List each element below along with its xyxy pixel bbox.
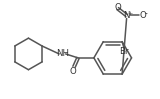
Text: N: N: [123, 11, 130, 20]
Text: +: +: [127, 11, 133, 16]
Text: Br: Br: [119, 47, 129, 56]
Text: NH: NH: [56, 49, 69, 58]
Text: -: -: [145, 9, 148, 18]
Text: O: O: [114, 3, 121, 12]
Text: O: O: [139, 11, 146, 20]
Text: O: O: [70, 67, 76, 76]
